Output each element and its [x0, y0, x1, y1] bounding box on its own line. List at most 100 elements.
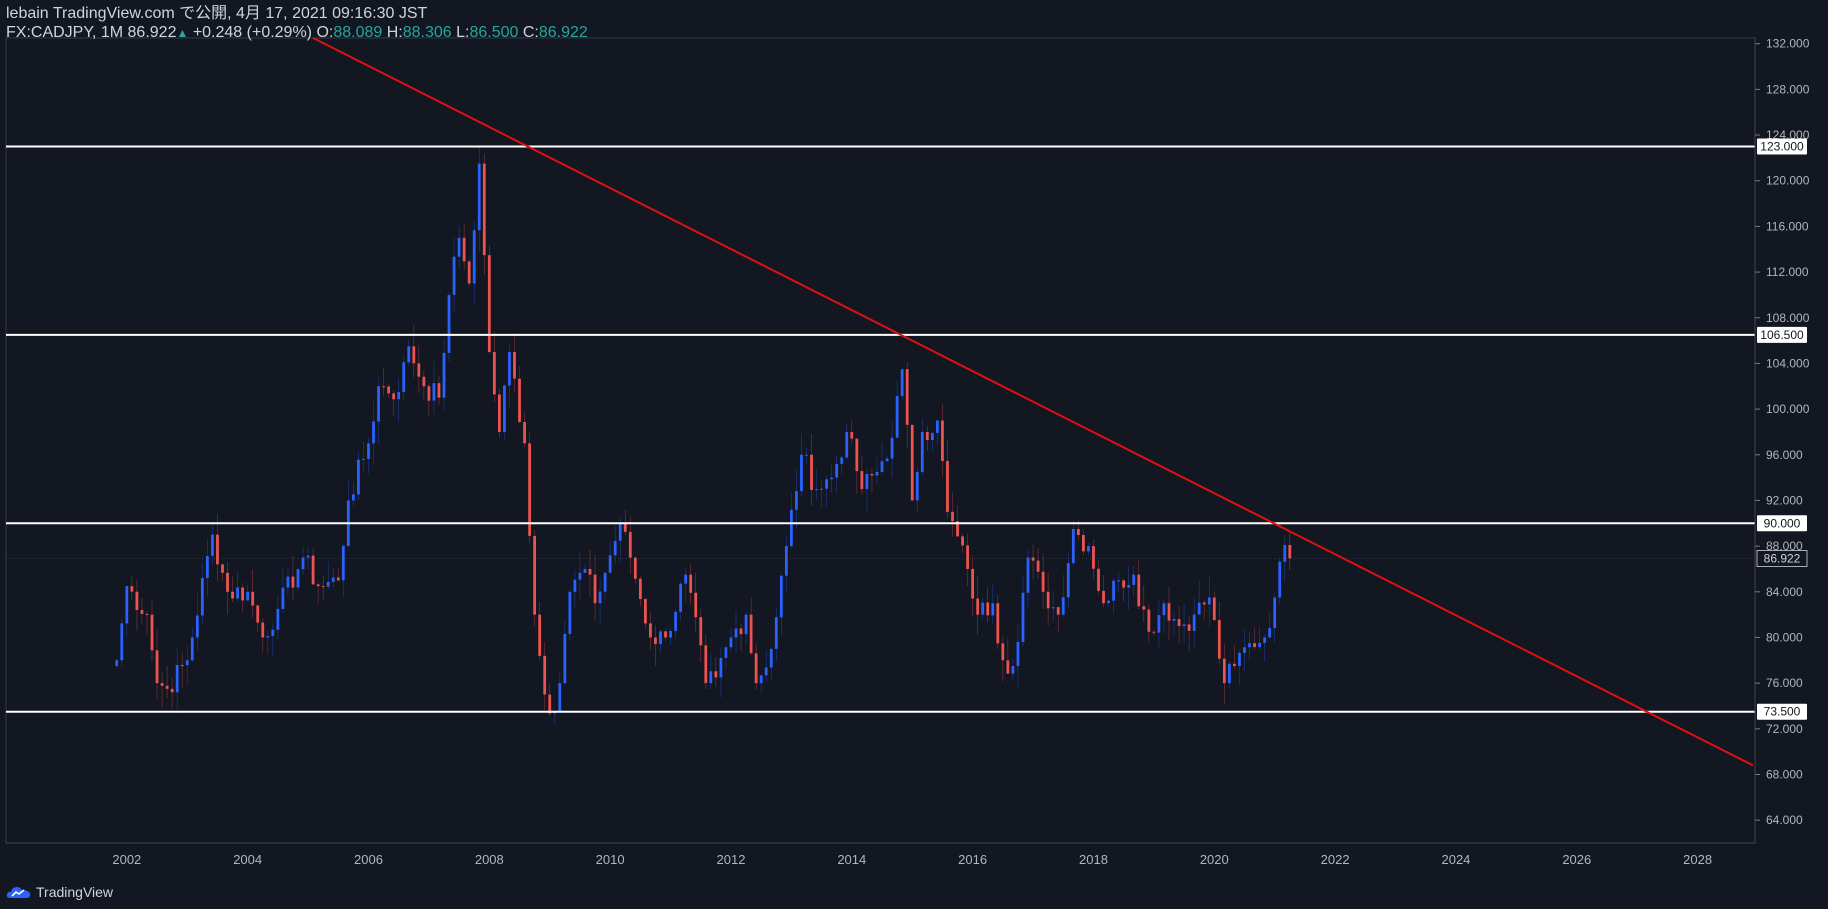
grid-lines	[5, 37, 1756, 844]
candle-body	[155, 650, 159, 684]
candle-body	[180, 665, 184, 667]
candle-body	[492, 352, 496, 395]
candle-body	[830, 477, 834, 480]
candle-body	[1016, 641, 1020, 667]
candle-body	[578, 572, 582, 580]
candle-body	[825, 479, 829, 489]
candle-body	[477, 163, 481, 231]
candle-body	[774, 617, 778, 649]
level-price-label: 73.500	[1764, 705, 1801, 719]
candle-body	[462, 237, 466, 262]
candle-body	[976, 598, 980, 615]
candle-body	[427, 386, 431, 401]
candle-body	[372, 421, 375, 444]
candle-body	[503, 385, 506, 432]
candle-body	[669, 631, 672, 638]
candle-body	[930, 433, 934, 441]
candle-body	[1172, 618, 1176, 621]
candle-body	[442, 352, 446, 398]
time-axis[interactable]: 2002 2004 2006 2008 2010 2012 2014 2016 2018 2020…	[6, 842, 1755, 867]
candle-body	[412, 346, 416, 364]
tradingview-logo[interactable]: TradingView	[6, 881, 113, 903]
price-axis[interactable]: 64.000 68.000 72.000 76.000 80.000 84.000 88.0…	[1754, 37, 1810, 843]
candle-body	[482, 163, 486, 256]
candle-body	[362, 458, 365, 460]
publish-info: lebain TradingView.com で公開, 4月 17, 2021 …	[6, 5, 428, 22]
candle-body	[623, 523, 627, 532]
candle-body	[895, 396, 899, 438]
candle-body	[991, 603, 995, 616]
candle-body	[1182, 624, 1186, 627]
candle-body	[865, 473, 869, 490]
candle-body	[885, 458, 889, 462]
open-value: 88.089	[333, 24, 383, 41]
last-price: 86.922	[127, 24, 177, 41]
descending-trendline	[312, 37, 1754, 767]
time-tick-label: 2022	[1321, 852, 1350, 867]
candle-body	[1202, 602, 1206, 605]
price-tick-label: 104.000	[1766, 356, 1810, 370]
high-label: H:	[386, 24, 403, 41]
time-tick-label: 2018	[1079, 852, 1108, 867]
candle-body	[1066, 563, 1070, 598]
candle-body	[165, 685, 169, 689]
time-tick-label: 2008	[475, 852, 504, 867]
candle-body	[1268, 628, 1272, 638]
symbol-label: FX:CADJPY, 1M	[6, 24, 124, 41]
candle-body	[946, 460, 949, 512]
candle-body	[759, 675, 763, 684]
high-value: 88.306	[402, 24, 452, 41]
time-tick-label: 2024	[1441, 852, 1470, 867]
candle-body	[185, 660, 189, 666]
candle-body	[659, 631, 662, 645]
price-tick-label: 76.000	[1766, 676, 1803, 690]
candle-body	[1102, 590, 1105, 604]
candle-body	[996, 603, 1000, 644]
candle-body	[1122, 580, 1126, 588]
candle-body	[618, 523, 622, 541]
price-tick-label: 80.000	[1766, 630, 1803, 644]
time-tick-label: 2016	[958, 852, 987, 867]
candle-body	[548, 694, 552, 714]
time-tick-label: 2006	[354, 852, 383, 867]
candle-body	[281, 587, 285, 609]
plot-frame	[5, 37, 1756, 844]
candle-body	[608, 555, 612, 573]
candle-body	[1107, 600, 1110, 604]
candle-body	[810, 454, 813, 490]
candle-body	[508, 352, 511, 386]
candle-body	[387, 386, 391, 394]
candle-body	[533, 535, 537, 615]
candle-body	[855, 438, 859, 472]
candle-body	[336, 577, 340, 581]
candle-body	[1222, 658, 1226, 684]
ohlc-legend: FX:CADJPY, 1M 86.922▲ +0.248 (+0.29%) O:…	[6, 23, 588, 43]
candle-body	[840, 457, 844, 464]
time-tick-label: 2004	[233, 852, 262, 867]
candle-body	[543, 655, 547, 695]
candle-body	[205, 555, 209, 578]
candle-body	[835, 463, 839, 478]
candle-body	[518, 378, 521, 423]
candle-body	[351, 494, 355, 501]
candle-body	[689, 574, 693, 593]
candle-body	[331, 577, 335, 582]
candle-body	[276, 608, 280, 630]
candle-body	[890, 437, 894, 459]
candle-body	[306, 555, 310, 558]
candle-body	[341, 545, 345, 581]
candle-body	[699, 617, 703, 646]
candle-body	[1011, 666, 1015, 674]
candle-body	[628, 531, 632, 558]
candle-body	[749, 614, 753, 654]
candle-body	[1248, 643, 1251, 648]
candle-body	[915, 472, 919, 501]
candle-body	[568, 591, 572, 634]
candle-body	[150, 614, 154, 651]
candle-body	[1082, 534, 1085, 552]
candle-body	[1026, 557, 1030, 593]
candle-body	[875, 471, 879, 476]
cloud-logo-icon	[6, 887, 31, 898]
candle-body	[563, 633, 567, 684]
